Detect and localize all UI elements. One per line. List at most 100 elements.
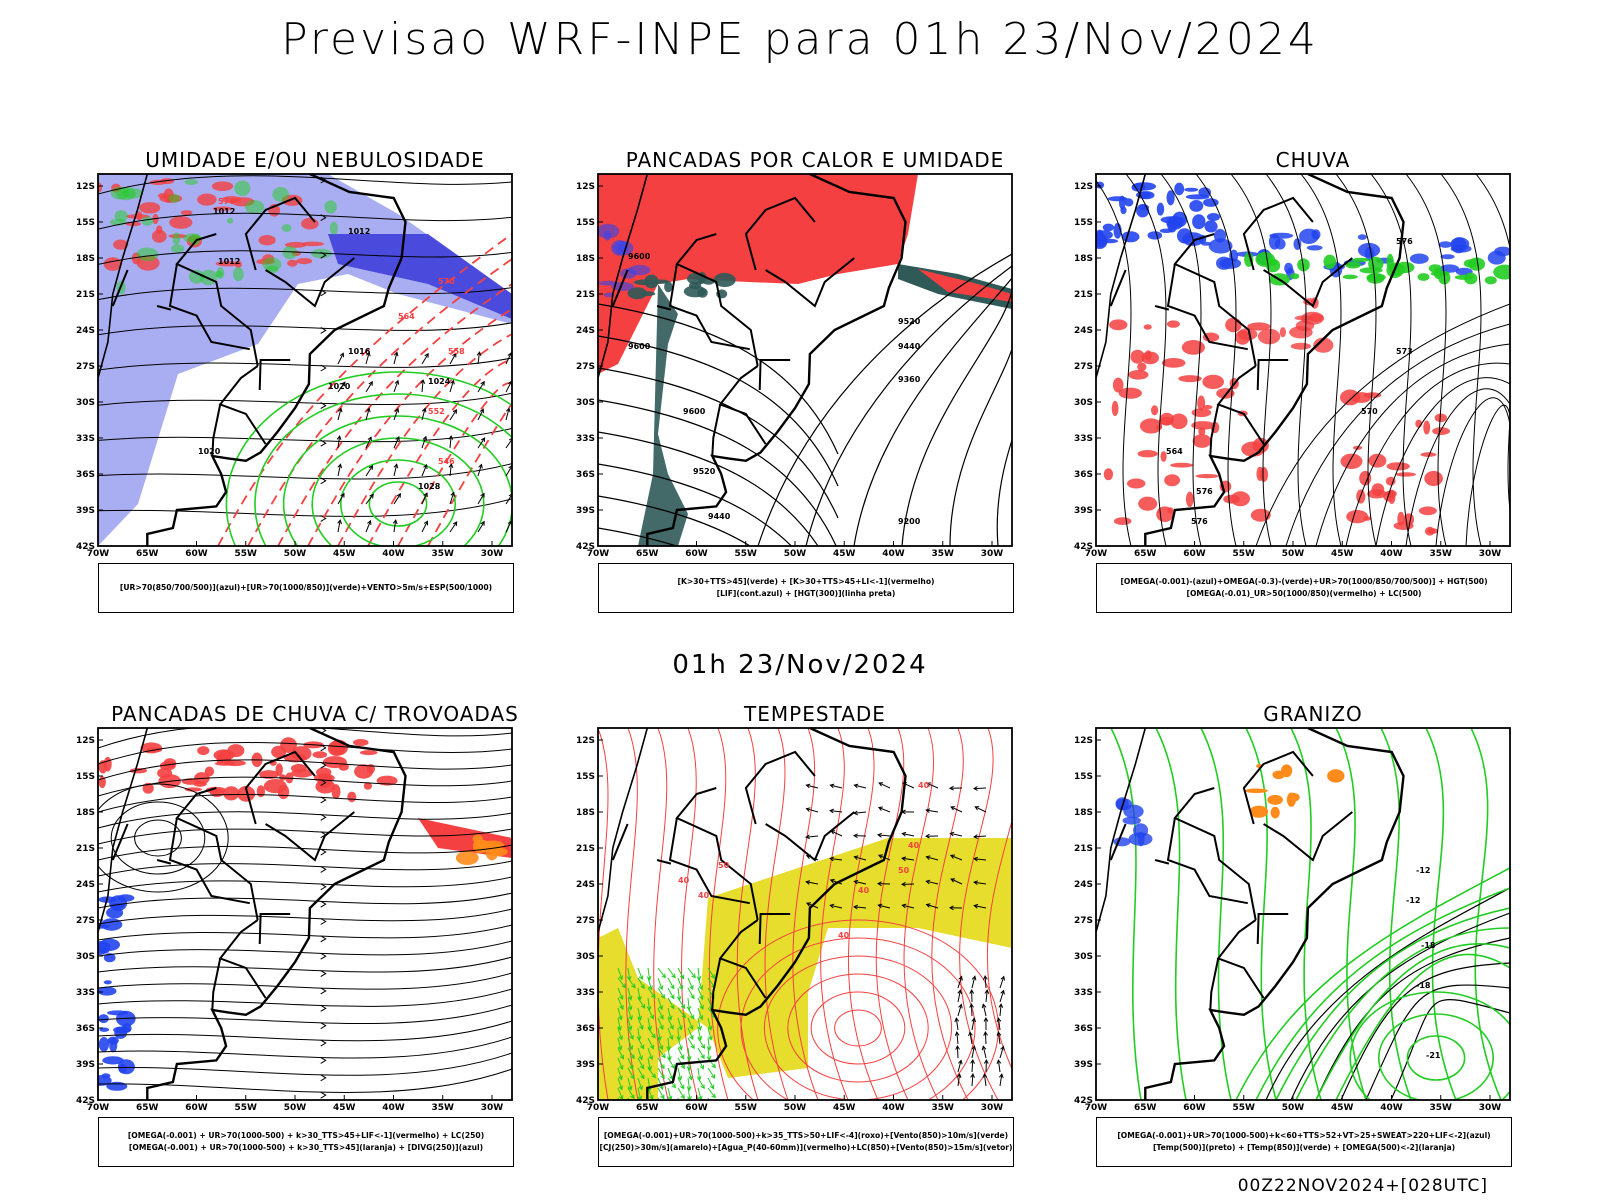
lat-tick-label: 24S <box>576 880 595 890</box>
legend-line: [K>30+TTS>45](verde) + [K>30+TTS>45+LI<-… <box>599 576 1013 588</box>
lat-tick-label: 12S <box>576 182 595 192</box>
contour-label: 50 <box>898 866 910 875</box>
panel-title: UMIDADE E/OU NEBULOSIDADE <box>70 148 560 172</box>
contour-label: 9440 <box>898 342 921 351</box>
lat-tick-label: 15S <box>576 218 595 228</box>
lon-tick-label: 30W <box>481 549 504 559</box>
lat-tick-label: 24S <box>76 326 95 336</box>
lon-tick-label: 45W <box>1331 549 1354 559</box>
contour-label: 9200 <box>898 517 921 526</box>
contour-label: 9520 <box>693 467 716 476</box>
lat-tick-label: 21S <box>1074 844 1093 854</box>
lon-tick-label: 40W <box>882 549 905 559</box>
lat-tick-label: 33S <box>1074 434 1093 444</box>
lat-tick-label: 39S <box>76 506 95 516</box>
lat-tick-label: 24S <box>1074 326 1093 336</box>
panel-title: GRANIZO <box>1068 702 1558 726</box>
lon-tick-label: 70W <box>587 549 610 559</box>
lat-tick-label: 12S <box>76 736 95 746</box>
contour-label: 546 <box>438 457 455 466</box>
lon-tick-label: 65W <box>136 549 159 559</box>
contour-label: 576 <box>218 197 235 206</box>
lat-tick-label: 27S <box>76 362 95 372</box>
lat-tick-label: 33S <box>76 434 95 444</box>
lon-tick-label: 60W <box>185 1103 208 1113</box>
lon-tick-label: 40W <box>882 1103 905 1113</box>
panel-title: PANCADAS DE CHUVA C/ TROVOADAS <box>70 702 560 726</box>
lon-tick-label: 70W <box>87 1103 110 1113</box>
lat-tick-label: 24S <box>76 880 95 890</box>
contour-label: 9600 <box>628 342 651 351</box>
lat-tick-label: 39S <box>76 1060 95 1070</box>
lon-tick-label: 40W <box>382 549 405 559</box>
panel-legend: [OMEGA(-0.001)+UR>70(1000-500)+k<60+TTS>… <box>1096 1117 1512 1167</box>
contour-label: -12 <box>1416 866 1430 875</box>
contour-label: 1012 <box>218 257 240 266</box>
lon-tick-label: 55W <box>235 1103 258 1113</box>
lon-tick-label: 55W <box>735 1103 758 1113</box>
lat-tick-label: 15S <box>76 218 95 228</box>
lat-tick-label: 12S <box>1074 736 1093 746</box>
lat-tick-label: 30S <box>1074 398 1093 408</box>
contour-label: 576 <box>1396 237 1413 246</box>
legend-line: [OMEGA(-0.001)-(azul)+OMEGA(-0.3)-(verde… <box>1097 576 1511 588</box>
forecast-map: 1012101210121016102010241028102057657056… <box>98 174 512 546</box>
contour-label: 1028 <box>418 482 441 491</box>
lon-tick-label: 60W <box>685 549 708 559</box>
lat-tick-label: 24S <box>1074 880 1093 890</box>
lat-tick-label: 39S <box>576 1060 595 1070</box>
lon-tick-label: 35W <box>1430 1103 1453 1113</box>
lon-tick-label: 65W <box>636 549 659 559</box>
lon-tick-label: 30W <box>981 1103 1004 1113</box>
lat-tick-label: 39S <box>1074 506 1093 516</box>
lat-tick-label: 27S <box>76 916 95 926</box>
contour-label: -18 <box>1421 941 1436 950</box>
contour-label: 40 <box>698 891 710 900</box>
lon-tick-label: 60W <box>685 1103 708 1113</box>
lon-tick-label: 30W <box>1479 549 1502 559</box>
lon-tick-label: 55W <box>735 549 758 559</box>
lon-tick-label: 65W <box>1134 549 1157 559</box>
lon-tick-label: 45W <box>833 549 856 559</box>
lat-tick-label: 21S <box>576 290 595 300</box>
lon-tick-label: 50W <box>284 1103 307 1113</box>
lat-tick-label: 12S <box>76 182 95 192</box>
contour-label: 9520 <box>898 317 921 326</box>
contour-label: 1012 <box>348 227 370 236</box>
lon-tick-label: 50W <box>1282 549 1305 559</box>
contour-label: 9360 <box>898 375 921 384</box>
forecast-map: -12-12-18-18-2112S15S18S21S24S27S30S33S3… <box>1096 728 1510 1100</box>
panel-legend: [K>30+TTS>45](verde) + [K>30+TTS>45+LI<-… <box>598 563 1014 613</box>
lon-tick-label: 40W <box>382 1103 405 1113</box>
legend-line: [UR>70(850/700/500)](azul)+[UR>70(1000/8… <box>99 582 513 594</box>
lat-tick-label: 39S <box>1074 1060 1093 1070</box>
lon-tick-label: 45W <box>333 549 356 559</box>
contour-label: -12 <box>1406 896 1420 905</box>
contour-label: 50 <box>718 861 730 870</box>
contour-label: 570 <box>1361 407 1378 416</box>
lon-tick-label: 65W <box>136 1103 159 1113</box>
lon-tick-label: 55W <box>1233 549 1256 559</box>
forecast-map: 96009600952094409360960095209440920012S1… <box>598 174 1012 546</box>
contour-label: 558 <box>448 347 465 356</box>
legend-line: [OMEGA(-0.001)+UR>70(1000-500)+k<60+TTS>… <box>1097 1130 1511 1142</box>
contour-label: -21 <box>1426 1051 1441 1060</box>
contour-label: 552 <box>428 407 445 416</box>
lat-tick-label: 12S <box>576 736 595 746</box>
contour-label: 9440 <box>708 512 731 521</box>
lat-tick-label: 36S <box>576 470 595 480</box>
panel-title: PANCADAS POR CALOR E UMIDADE <box>570 148 1060 172</box>
lat-tick-label: 36S <box>1074 1024 1093 1034</box>
lon-tick-label: 30W <box>981 549 1004 559</box>
lat-tick-label: 36S <box>576 1024 595 1034</box>
legend-line: [OMEGA(-0.001) + UR>70(1000-500) + k>30_… <box>99 1130 513 1142</box>
lat-tick-label: 30S <box>76 398 95 408</box>
lon-tick-label: 30W <box>1479 1103 1502 1113</box>
legend-line: [OMEGA(-0.001)+UR>70(1000-500)+k>35_TTS>… <box>599 1130 1013 1142</box>
lat-tick-label: 36S <box>1074 470 1093 480</box>
lat-tick-label: 24S <box>576 326 595 336</box>
